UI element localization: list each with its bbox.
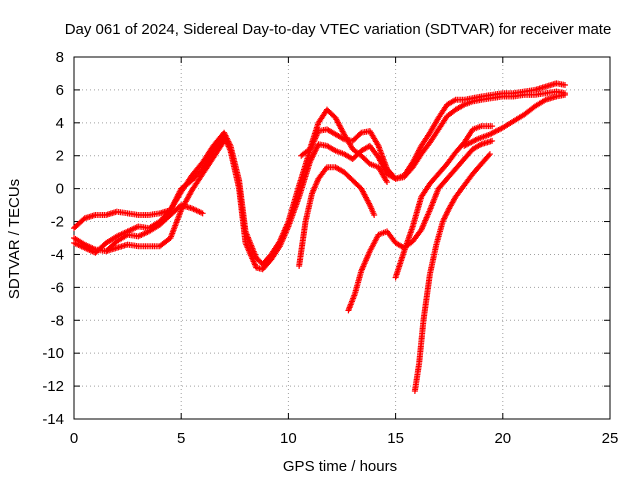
y-tick-label: -2 xyxy=(51,214,64,231)
x-tick-label: 5 xyxy=(177,430,185,447)
data-point xyxy=(220,139,227,146)
series-1 xyxy=(71,80,568,268)
y-tick-label: -6 xyxy=(51,279,64,296)
series-9 xyxy=(411,151,493,395)
series-3 xyxy=(71,137,228,255)
data-point xyxy=(371,211,378,218)
x-axis-label: GPS time / hours xyxy=(283,458,397,475)
data-point xyxy=(384,179,391,186)
data-point xyxy=(489,137,496,144)
data-point xyxy=(489,123,496,130)
x-tick-label: 10 xyxy=(280,430,297,447)
data-point xyxy=(221,137,228,144)
y-tick-label: 2 xyxy=(56,148,64,165)
x-tick-label: 25 xyxy=(602,430,619,447)
data-point xyxy=(561,91,568,98)
data-point xyxy=(199,210,206,217)
series-6 xyxy=(298,106,391,186)
y-tick-label: -8 xyxy=(51,312,64,329)
y-tick-label: -10 xyxy=(42,345,64,362)
series-10 xyxy=(461,91,568,149)
y-tick-label: -14 xyxy=(42,411,64,428)
series-7 xyxy=(345,137,496,314)
chart-title: Day 061 of 2024, Sidereal Day-to-day VTE… xyxy=(65,21,612,38)
y-tick-label: 8 xyxy=(56,49,64,66)
y-tick-label: -12 xyxy=(42,378,64,395)
x-tick-label: 15 xyxy=(387,430,404,447)
y-tick-label: -4 xyxy=(51,246,64,263)
data-points xyxy=(71,80,568,395)
data-point xyxy=(485,152,492,159)
series-2 xyxy=(71,88,568,273)
data-point xyxy=(486,151,493,158)
series-8 xyxy=(392,123,496,281)
x-tick-label: 20 xyxy=(494,430,511,447)
x-tick-label: 0 xyxy=(70,430,78,447)
y-axis-label: SDTVAR / TECUs xyxy=(6,179,23,299)
y-tick-label: 4 xyxy=(56,115,64,132)
series-5 xyxy=(296,164,378,269)
y-tick-label: 0 xyxy=(56,181,64,198)
series-4 xyxy=(103,202,206,255)
data-point xyxy=(561,81,568,88)
axis-ticks: 0 5 10 15 20 25 -14 -12 -10 -8 -6 -4 -2 0 2 4 6 8 xyxy=(42,49,618,447)
y-tick-label: 6 xyxy=(56,82,64,99)
